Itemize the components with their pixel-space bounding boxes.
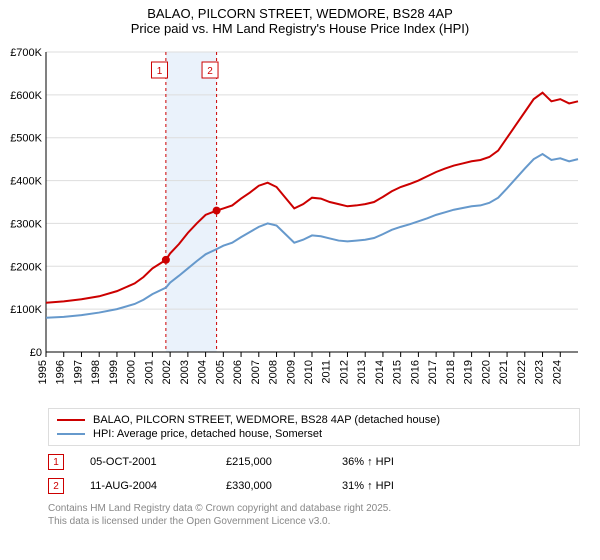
transaction-badge: 1 xyxy=(48,454,64,470)
footer-line-2: This data is licensed under the Open Gov… xyxy=(48,515,580,528)
x-tick-label: 1999 xyxy=(108,360,120,384)
y-tick-label: £300K xyxy=(10,218,42,230)
x-tick-label: 2007 xyxy=(250,360,262,384)
y-tick-label: £200K xyxy=(10,261,42,273)
transaction-markers: 1 05-OCT-2001 £215,000 36% ↑ HPI 2 11-AUG-200… xyxy=(48,450,580,498)
y-tick-label: £500K xyxy=(10,133,42,145)
title-line-1: BALAO, PILCORN STREET, WEDMORE, BS28 4AP xyxy=(0,6,600,21)
x-tick-label: 2003 xyxy=(179,360,191,384)
footer-attribution: Contains HM Land Registry data © Crown c… xyxy=(48,502,580,528)
legend-item: HPI: Average price, detached house, Some… xyxy=(57,427,571,441)
sale-point xyxy=(162,256,170,264)
x-tick-label: 2021 xyxy=(498,360,510,384)
page-container: BALAO, PILCORN STREET, WEDMORE, BS28 4AP… xyxy=(0,0,600,560)
legend-label: HPI: Average price, detached house, Some… xyxy=(93,428,322,440)
x-tick-label: 2008 xyxy=(268,360,280,384)
transaction-row: 2 11-AUG-2004 £330,000 31% ↑ HPI xyxy=(48,474,580,498)
chart-marker-label: 1 xyxy=(157,66,163,77)
transaction-row: 1 05-OCT-2001 £215,000 36% ↑ HPI xyxy=(48,450,580,474)
title-line-2: Price paid vs. HM Land Registry's House … xyxy=(0,21,600,36)
x-tick-label: 1995 xyxy=(37,360,49,384)
chart-area: £0 £100K £200K £300K £400K £500K £600K £700K 199… xyxy=(0,42,580,402)
x-tick-label: 2009 xyxy=(285,360,297,384)
x-tick-label: 2019 xyxy=(463,360,475,384)
legend: BALAO, PILCORN STREET, WEDMORE, BS28 4AP… xyxy=(48,408,580,446)
transaction-badge: 2 xyxy=(48,478,64,494)
x-tick-label: 2013 xyxy=(356,360,368,384)
x-tick-label: 2000 xyxy=(126,360,138,384)
x-tick-label: 1997 xyxy=(72,360,84,384)
x-tick-label: 2004 xyxy=(197,360,209,384)
chart-title: BALAO, PILCORN STREET, WEDMORE, BS28 4AP… xyxy=(0,0,600,38)
x-tick-label: 2005 xyxy=(214,360,226,384)
x-tick-label: 1996 xyxy=(55,360,67,384)
x-tick-label: 2024 xyxy=(551,360,563,384)
legend-label: BALAO, PILCORN STREET, WEDMORE, BS28 4AP… xyxy=(93,414,440,426)
y-tick-label: £100K xyxy=(10,304,42,316)
transaction-pct: 31% ↑ HPI xyxy=(342,480,432,492)
y-tick-label: £700K xyxy=(10,47,42,59)
chart-svg: £0 £100K £200K £300K £400K £500K £600K £700K 199… xyxy=(0,42,580,402)
x-tick-label: 2018 xyxy=(445,360,457,384)
x-tick-label: 2020 xyxy=(480,360,492,384)
transaction-price: £330,000 xyxy=(226,480,316,492)
x-tick-label: 1998 xyxy=(90,360,102,384)
chart-marker-label: 2 xyxy=(207,66,213,77)
transaction-date: 05-OCT-2001 xyxy=(90,456,200,468)
x-tick-label: 2001 xyxy=(143,360,155,384)
x-tick-label: 2006 xyxy=(232,360,244,384)
x-tick-label: 2017 xyxy=(427,360,439,384)
legend-item: BALAO, PILCORN STREET, WEDMORE, BS28 4AP… xyxy=(57,413,571,427)
y-tick-label: £0 xyxy=(30,347,42,359)
x-tick-label: 2023 xyxy=(534,360,546,384)
transaction-date: 11-AUG-2004 xyxy=(90,480,200,492)
footer-line-1: Contains HM Land Registry data © Crown c… xyxy=(48,502,580,515)
y-tick-label: £600K xyxy=(10,90,42,102)
x-tick-label: 2015 xyxy=(392,360,404,384)
x-tick-label: 2012 xyxy=(338,360,350,384)
x-tick-label: 2002 xyxy=(161,360,173,384)
transaction-pct: 36% ↑ HPI xyxy=(342,456,432,468)
x-tick-label: 2014 xyxy=(374,360,386,384)
x-tick-label: 2010 xyxy=(303,360,315,384)
x-tick-label: 2011 xyxy=(321,360,333,384)
legend-swatch xyxy=(57,419,85,421)
sale-point xyxy=(213,207,221,215)
transaction-price: £215,000 xyxy=(226,456,316,468)
y-tick-label: £400K xyxy=(10,176,42,188)
x-tick-label: 2022 xyxy=(516,360,528,384)
legend-swatch xyxy=(57,433,85,435)
x-tick-label: 2016 xyxy=(409,360,421,384)
